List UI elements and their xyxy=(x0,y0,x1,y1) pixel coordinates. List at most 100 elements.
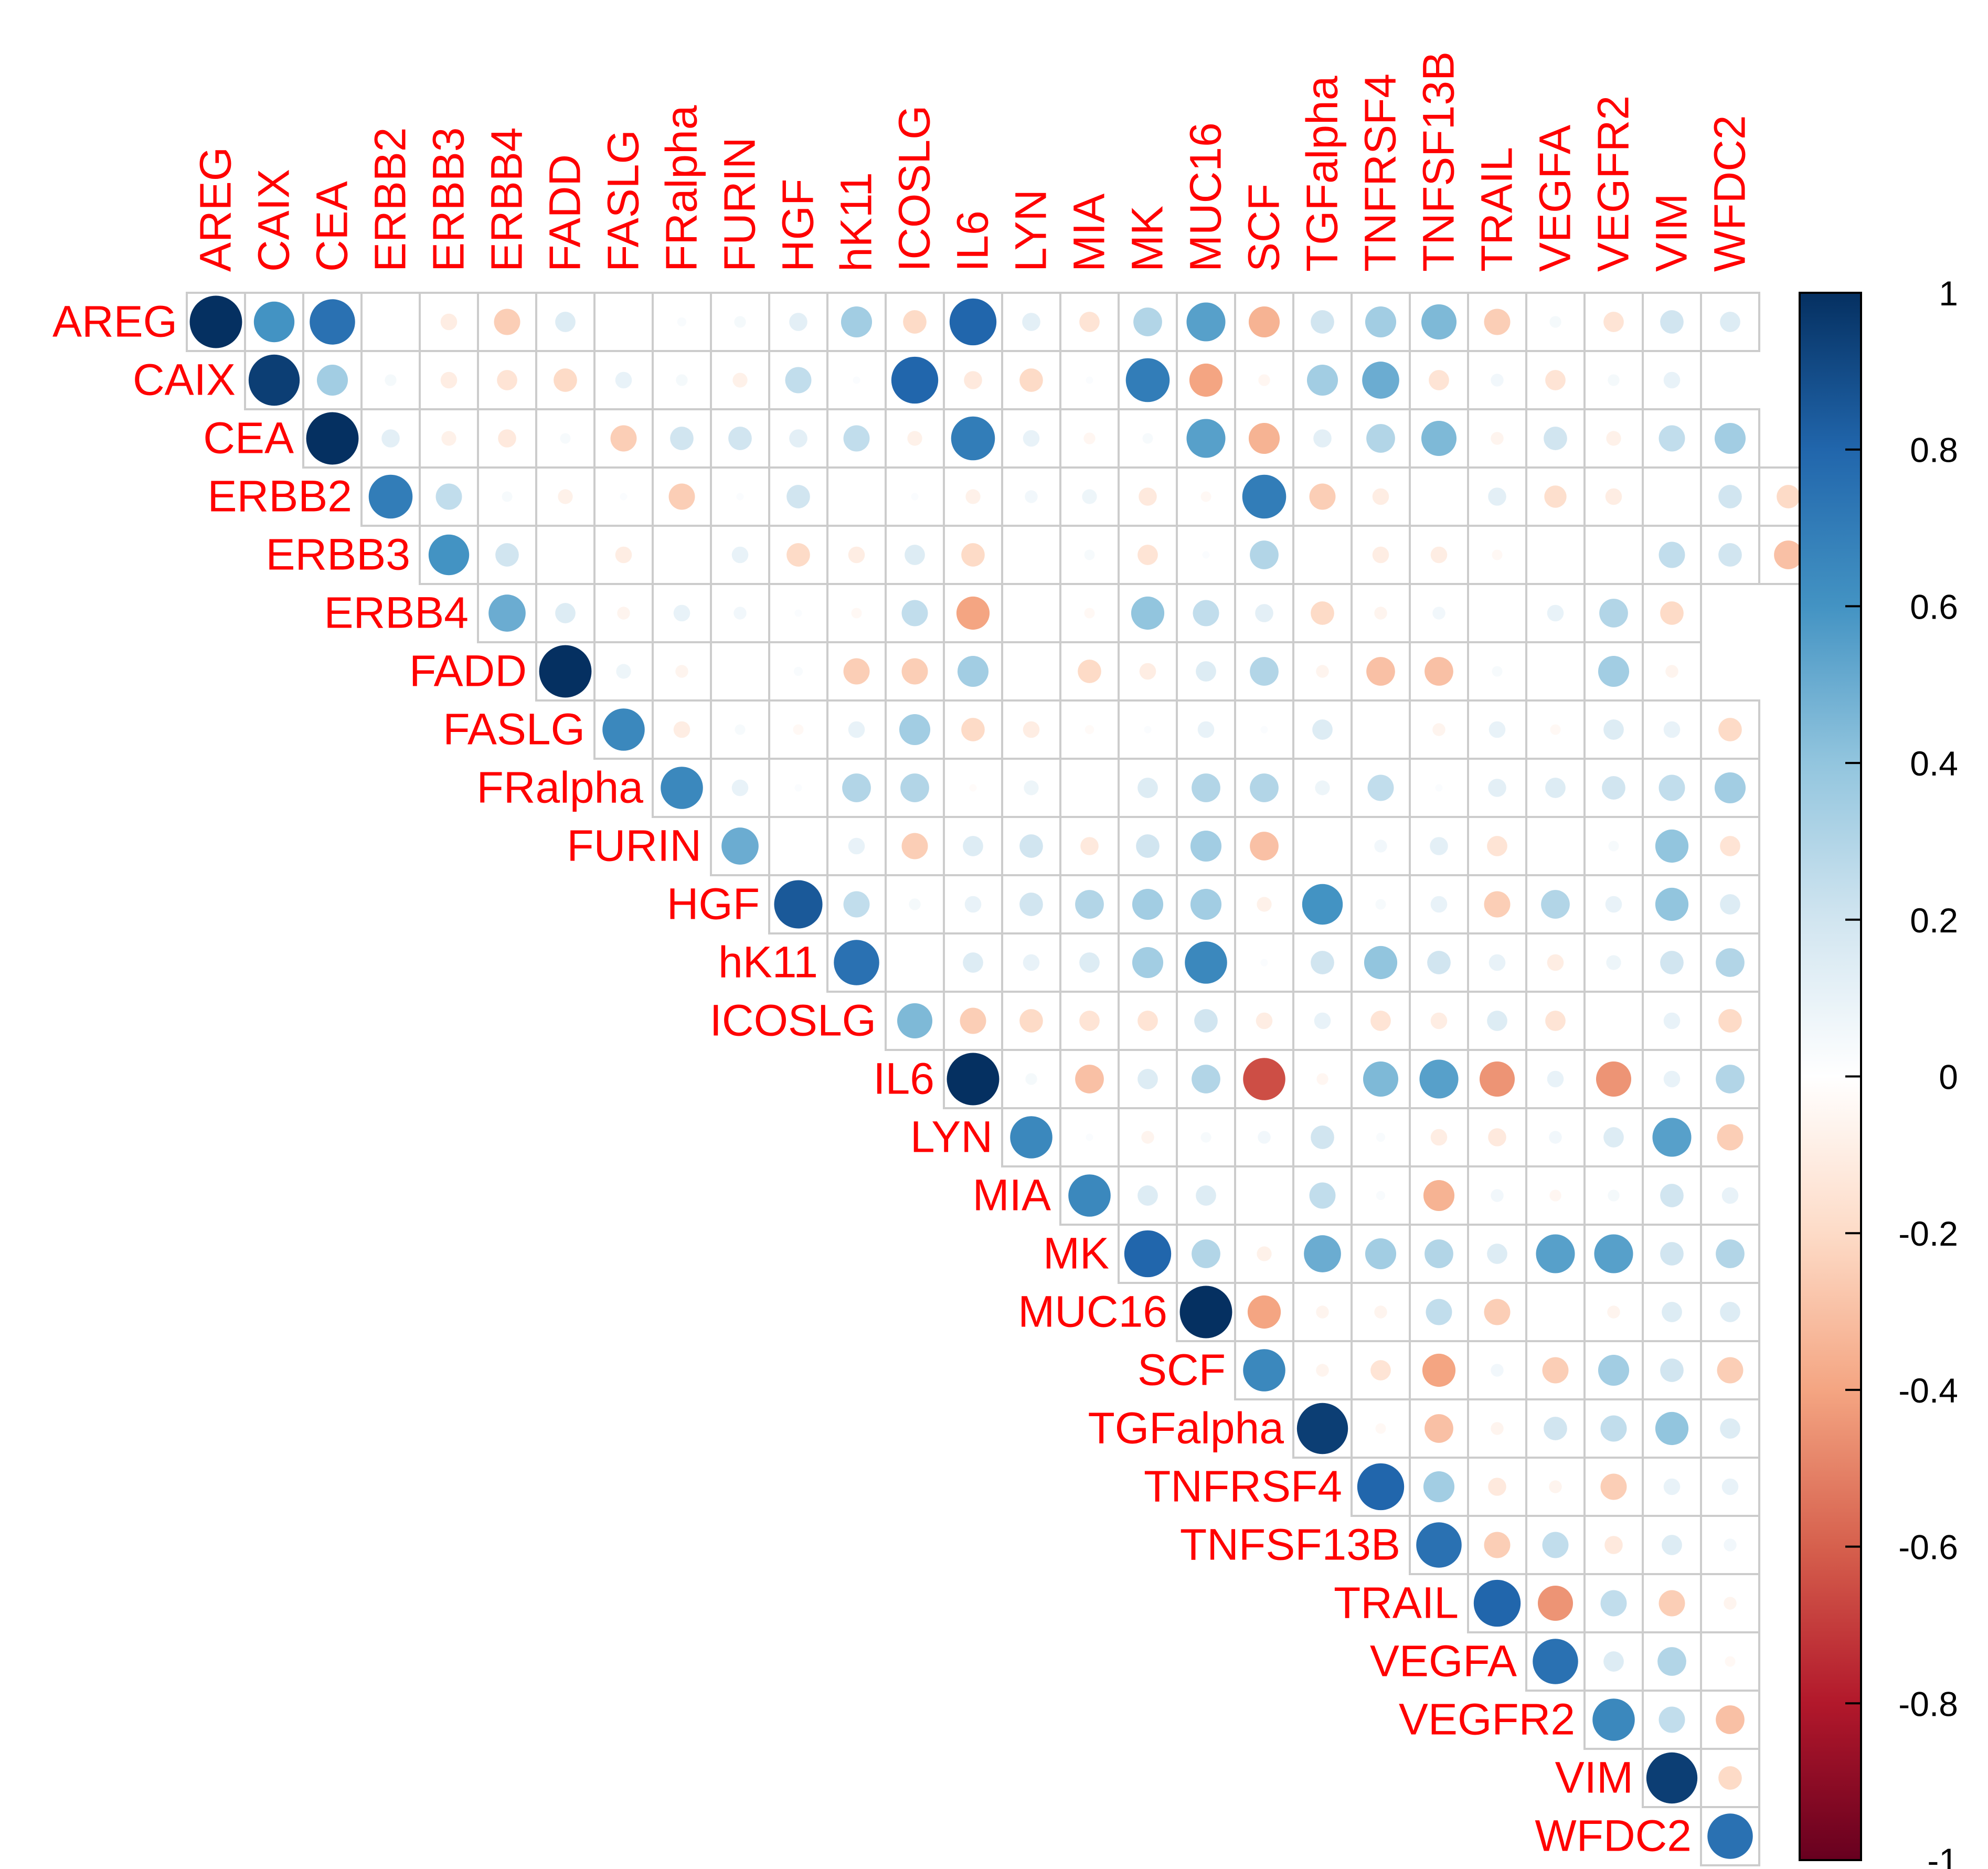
grid-cell xyxy=(826,466,887,527)
corr-IL6-LYN xyxy=(1025,1073,1037,1085)
corr-ERBB2-FASLG xyxy=(620,493,628,501)
corr-CAIX-CAIX xyxy=(248,354,300,406)
corr-AREG-WFDC2 xyxy=(1720,312,1740,332)
corr-ERBB2-ERBB4 xyxy=(502,491,513,502)
corr-FURIN-ICOSLG xyxy=(901,833,928,859)
corr-CEA-MIA xyxy=(1083,432,1096,444)
colorbar-tick-label--1: -1 xyxy=(1927,1841,1958,1869)
corr-hK11-MK xyxy=(1132,947,1164,979)
corr-FRalpha-LYN xyxy=(1024,780,1039,795)
row-label-TGFalpha: TGFalpha xyxy=(1088,1404,1284,1453)
corr-AREG-AREG xyxy=(189,295,242,348)
corr-TGFalpha-WFDC2 xyxy=(1720,1418,1740,1439)
corr-ERBB3-undefined xyxy=(1774,540,1803,569)
colorbar-tick-label-0.6: 0.6 xyxy=(1910,587,1958,626)
corr-ERBB3-hK11 xyxy=(848,546,865,564)
corr-TGFalpha-TGFalpha xyxy=(1296,1403,1348,1454)
corr-FASLG-VEGFA xyxy=(1550,724,1561,735)
corr-ERBB3-FASLG xyxy=(615,546,632,564)
corr-MUC16-TNFRSF4 xyxy=(1374,1305,1387,1319)
corr-hK11-LYN xyxy=(1023,954,1040,971)
corr-LYN-WFDC2 xyxy=(1717,1124,1744,1151)
corr-ERBB2-FURIN xyxy=(736,493,744,501)
corr-FRalpha-hK11 xyxy=(842,773,871,802)
corr-TNFRSF4-VEGFA xyxy=(1549,1480,1562,1493)
corr-HGF-VIM xyxy=(1655,887,1689,921)
colorbar-tick-label--0.2: -0.2 xyxy=(1898,1214,1958,1253)
column-label-ICOSLG: ICOSLG xyxy=(890,105,939,272)
corr-LYN-VEGFR2 xyxy=(1603,1127,1624,1148)
corr-TNFSF13B-VEGFR2 xyxy=(1604,1536,1623,1554)
corr-FADD-MK xyxy=(1139,663,1156,680)
corr-SCF-TRAIL xyxy=(1491,1364,1504,1377)
corr-ERBB2-HGF xyxy=(786,485,810,508)
corr-VIM-VIM xyxy=(1646,1752,1698,1804)
corr-IL6-MIA xyxy=(1075,1065,1104,1093)
corr-ERBB2-SCF xyxy=(1242,474,1287,519)
corr-SCF-TGFalpha xyxy=(1316,1364,1329,1377)
column-label-MK: MK xyxy=(1123,206,1172,272)
corr-FASLG-LYN xyxy=(1023,721,1040,738)
corr-ERBB4-FASLG xyxy=(617,607,630,620)
corr-ERBB3-TNFSF13B xyxy=(1430,546,1448,564)
corr-TNFRSF4-VEGFR2 xyxy=(1600,1473,1627,1500)
row-label-FASLG: FASLG xyxy=(443,705,585,754)
row-label-MIA: MIA xyxy=(973,1171,1051,1220)
corr-FURIN-TRAIL xyxy=(1487,836,1507,856)
corr-TNFSF13B-VEGFA xyxy=(1542,1532,1569,1558)
corr-TNFSF13B-TRAIL xyxy=(1484,1532,1511,1558)
column-label-FRalpha: FRalpha xyxy=(657,105,706,272)
corr-MIA-TRAIL xyxy=(1491,1189,1504,1202)
corr-ERBB2-ICOSLG xyxy=(911,493,919,501)
corr-ERBB2-ERBB2 xyxy=(368,474,413,519)
corr-HGF-LYN xyxy=(1019,893,1043,916)
grid-cell xyxy=(1583,525,1644,585)
grid-cell xyxy=(1700,292,1760,352)
corr-TNFRSF4-TNFSF13B xyxy=(1423,1471,1455,1503)
corr-LYN-TNFSF13B xyxy=(1430,1129,1448,1146)
corr-IL6-VIM xyxy=(1663,1070,1681,1088)
corr-FRalpha-IL6 xyxy=(969,784,977,792)
corr-CEA-ERBB4 xyxy=(498,429,516,448)
corr-LYN-TGFalpha xyxy=(1311,1125,1334,1149)
corr-CAIX-MIA xyxy=(1086,376,1093,384)
grid-cell xyxy=(1059,758,1120,818)
corr-MUC16-WFDC2 xyxy=(1720,1302,1740,1322)
corr-FADD-FASLG xyxy=(616,664,631,679)
colorbar-tick-label--0.4: -0.4 xyxy=(1898,1371,1958,1410)
corr-FADD-hK11 xyxy=(843,658,870,685)
corr-hK11-VEGFA xyxy=(1547,954,1564,971)
corr-SCF-WFDC2 xyxy=(1717,1357,1744,1384)
grid-cell xyxy=(360,292,421,352)
corr-hK11-hK11 xyxy=(834,940,879,985)
corr-FURIN-SCF xyxy=(1250,832,1279,861)
corr-FASLG-TNFSF13B xyxy=(1432,723,1445,736)
corr-HGF-SCF xyxy=(1257,897,1272,912)
column-label-IL6: IL6 xyxy=(948,210,997,272)
row-label-VIM: VIM xyxy=(1555,1753,1633,1802)
corr-ERBB3-MK xyxy=(1137,545,1158,565)
corr-FRalpha-WFDC2 xyxy=(1714,772,1746,804)
corr-HGF-MUC16 xyxy=(1190,888,1222,920)
corr-IL6-TRAIL xyxy=(1479,1061,1515,1097)
column-label-VEGFR2: VEGFR2 xyxy=(1589,95,1638,272)
grid-cell xyxy=(1525,816,1586,876)
corr-VIM-WFDC2 xyxy=(1718,1766,1742,1790)
corr-MIA-MK xyxy=(1137,1185,1158,1206)
corr-TGFalpha-VIM xyxy=(1655,1411,1689,1446)
corr-ERBB4-TGFalpha xyxy=(1311,601,1334,625)
corr-AREG-VEGFA xyxy=(1549,316,1561,328)
corr-CEA-FURIN xyxy=(728,427,752,450)
row-label-TNFRSF4: TNFRSF4 xyxy=(1144,1462,1342,1511)
corr-FASLG-MK xyxy=(1144,726,1152,734)
corr-MIA-VEGFA xyxy=(1549,1190,1561,1202)
column-label-VEGFA: VEGFA xyxy=(1530,125,1580,272)
corr-ERBB4-IL6 xyxy=(956,596,990,630)
corr-IL6-TGFalpha xyxy=(1316,1073,1328,1085)
corr-TRAIL-TRAIL xyxy=(1473,1579,1521,1627)
corr-hK11-VIM xyxy=(1660,951,1684,974)
corr-TGFalpha-TNFRSF4 xyxy=(1375,1423,1386,1434)
corr-AREG-TNFRSF4 xyxy=(1365,306,1397,338)
corr-ICOSLG-VIM xyxy=(1663,1012,1681,1029)
